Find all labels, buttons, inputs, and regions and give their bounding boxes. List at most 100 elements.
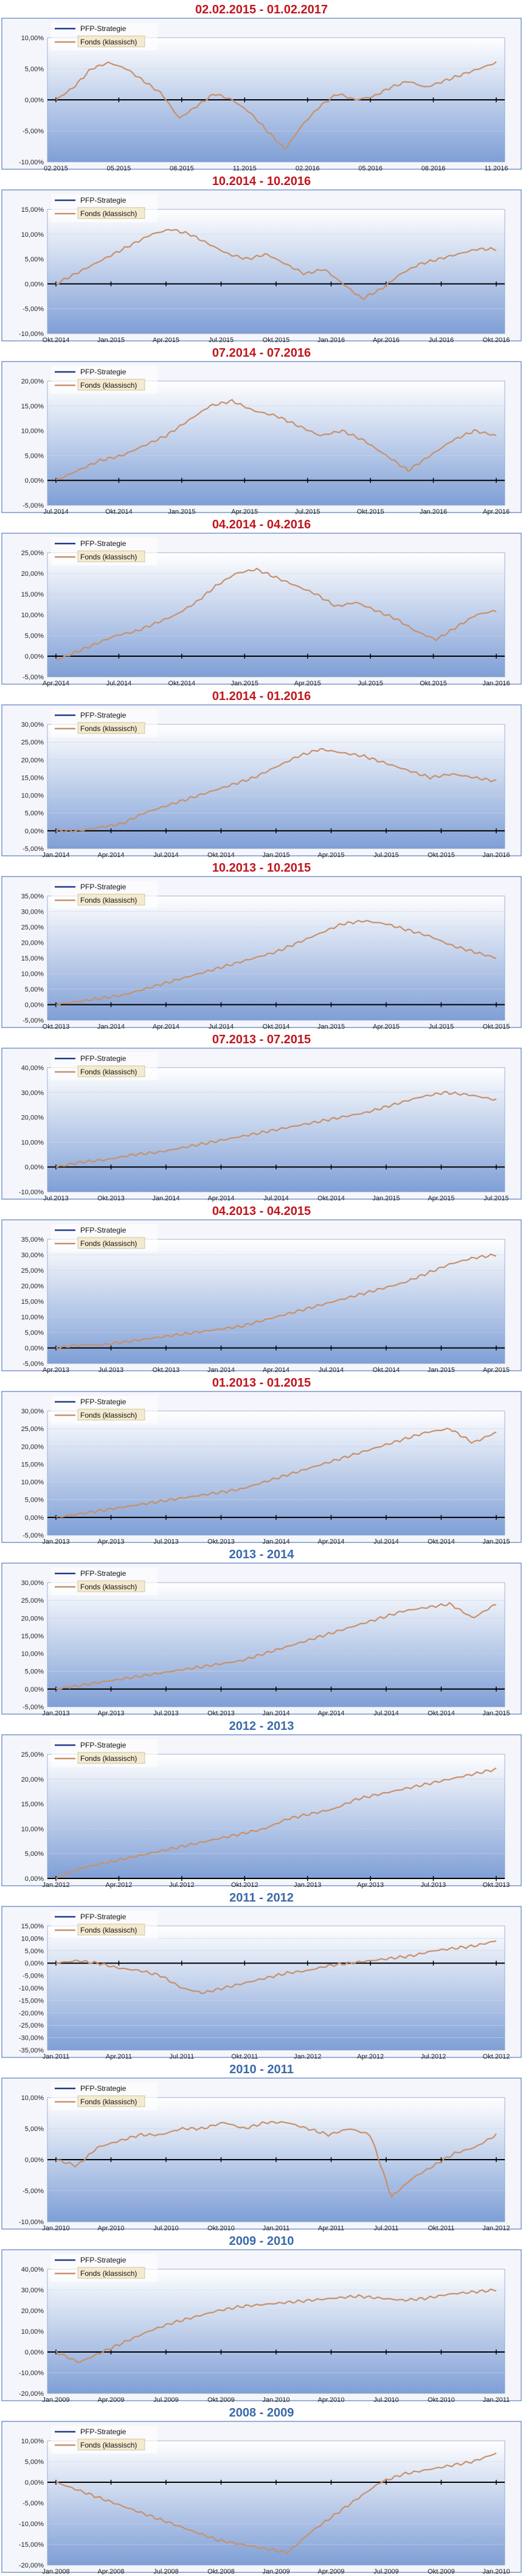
x-tick-label: Jan.2012 <box>42 1881 69 1889</box>
y-tick-label: 0,00% <box>25 2479 44 2487</box>
x-tick-label: Jan.2016 <box>420 508 447 516</box>
legend-label-strategie: PFP-Strategie <box>80 711 126 719</box>
chart-title: 07.2013 - 07.2015 <box>212 1033 311 1046</box>
x-tick-label: Apr.2013 <box>97 1710 124 1717</box>
y-tick-label: 15,00% <box>21 955 44 962</box>
y-tick-label: -10,00% <box>19 2219 44 2226</box>
legend-label-fonds: Fonds (klassisch) <box>80 896 137 905</box>
x-tick-label: Okt.2011 <box>428 2225 455 2232</box>
x-tick-label: Jan.2015 <box>262 852 289 859</box>
x-tick-label: Okt.2015 <box>420 680 447 687</box>
plot-area <box>47 1754 505 1879</box>
chart-panel-6: 10.2013 - 10.2015 35,00% 30,00% 25,00% 20,00… <box>1 861 522 1031</box>
y-tick-label: 15,00% <box>21 1298 44 1306</box>
y-tick-label: 0,00% <box>25 1345 44 1353</box>
x-tick-label: Apr.2011 <box>106 2053 132 2060</box>
chart-panel-10: 2013 - 2014 30,00% 25,00% 20,00% 15,00% 10,00… <box>1 1548 522 1717</box>
x-tick-label: 05.2015 <box>107 165 131 172</box>
x-tick-label: Jul.2015 <box>483 1195 509 1202</box>
x-tick-label: Apr.2011 <box>318 2225 344 2232</box>
x-tick-label: 11.2016 <box>485 165 508 172</box>
x-tick-label: Jan.2014 <box>97 1023 125 1031</box>
x-tick-label: Jul.2015 <box>429 1023 454 1031</box>
y-tick-label: 20,00% <box>21 757 44 764</box>
legend-label-fonds: Fonds (klassisch) <box>80 2269 137 2278</box>
legend-label-fonds: Fonds (klassisch) <box>80 38 137 46</box>
y-tick-label: 20,00% <box>21 940 44 947</box>
legend: PFP-Strategie Fonds (klassisch) <box>51 1224 158 1252</box>
y-tick-label: -5,00% <box>23 1532 44 1539</box>
series-line-fonds <box>55 1091 497 1168</box>
legend-label-strategie: PFP-Strategie <box>80 1913 126 1921</box>
y-tick-label: 15,00% <box>21 206 44 214</box>
y-tick-label: 5,00% <box>25 986 44 993</box>
y-tick-label: 15,00% <box>21 1923 44 1930</box>
legend-label-bg <box>77 1752 145 1764</box>
legend-label-fonds: Fonds (klassisch) <box>80 1239 137 1248</box>
y-tick-label: 10,00% <box>21 2438 44 2445</box>
chart-title: 2012 - 2013 <box>229 1720 294 1733</box>
x-tick-label: Jan.2014 <box>262 1538 289 1545</box>
x-tick-label: Okt.2013 <box>153 1367 180 1374</box>
x-tick-label: Jan.2015 <box>482 1538 510 1545</box>
y-tick-label: -5,00% <box>23 306 44 313</box>
legend-label-fonds: Fonds (klassisch) <box>80 724 137 733</box>
x-tick-label: Okt.2009 <box>207 2396 235 2404</box>
y-tick-label: 10,00% <box>21 1935 44 1942</box>
chart-title: 10.2013 - 10.2015 <box>212 861 311 875</box>
chart-title: 2011 - 2012 <box>229 1891 294 1905</box>
legend: PFP-Strategie Fonds (klassisch) <box>51 194 158 222</box>
y-tick-label: 10,00% <box>21 231 44 239</box>
y-tick-label: -5,00% <box>23 502 44 509</box>
x-tick-label: Okt.2014 <box>168 680 196 687</box>
y-tick-label: 5,00% <box>25 452 44 460</box>
y-tick-label: 30,00% <box>21 1408 44 1415</box>
y-tick-label: 30,00% <box>21 909 44 916</box>
chart-panel-14: 2009 - 2010 40,00% 30,00% 20,00% 10,00% 0,00%… <box>1 2235 522 2404</box>
legend-label-bg <box>77 1409 145 1421</box>
y-tick-label: 25,00% <box>21 1426 44 1433</box>
series-line-fonds <box>55 1601 497 1690</box>
x-tick-label: Okt.2010 <box>428 2396 455 2404</box>
series-line-fonds <box>56 919 497 1006</box>
y-tick-label: 0,00% <box>25 828 44 835</box>
x-tick-label: Apr.2015 <box>294 680 321 687</box>
chart-panel-3: 07.2014 - 07.2016 20,00% 15,00% 10,00% 5,00%… <box>1 346 522 516</box>
x-tick-label: Jul.2016 <box>429 337 454 344</box>
x-tick-label: Jul.2014 <box>43 508 69 516</box>
x-tick-label: Okt.2014 <box>263 1023 290 1031</box>
legend-label-bg <box>77 550 145 562</box>
y-tick-label: 20,00% <box>21 378 44 385</box>
x-tick-label: Okt.2014 <box>428 1538 455 1545</box>
x-tick-label: Jul.2012 <box>169 1881 195 1889</box>
legend: PFP-Strategie Fonds (klassisch) <box>51 366 158 394</box>
y-tick-label: -5,00% <box>23 845 44 853</box>
x-tick-label: Jul.2009 <box>153 2396 179 2404</box>
x-tick-label: Okt.2013 <box>483 1881 510 1889</box>
legend-label-strategie: PFP-Strategie <box>80 1226 126 1234</box>
legend-label-strategie: PFP-Strategie <box>80 24 126 33</box>
y-tick-label: 5,00% <box>25 1329 44 1337</box>
x-tick-label: Jul.2013 <box>153 1710 179 1717</box>
x-tick-label: Apr.2016 <box>373 337 400 344</box>
chart-panel-15: 2008 - 2009 10,00% 5,00% 0,00% -5,00% -10,00%… <box>1 2406 522 2575</box>
chart-panel-5: 01.2014 - 01.2016 30,00% 25,00% 20,00% 15,00… <box>1 690 522 859</box>
legend-label-strategie: PFP-Strategie <box>80 2427 126 2436</box>
legend: PFP-Strategie Fonds (klassisch) <box>51 881 158 909</box>
legend-label-fonds: Fonds (klassisch) <box>80 2441 137 2449</box>
x-tick-label: Jul.2014 <box>106 680 132 687</box>
y-tick-label: 20,00% <box>21 2308 44 2315</box>
y-tick-label: 0,00% <box>25 2349 44 2356</box>
legend-label-strategie: PFP-Strategie <box>80 1741 126 1749</box>
chart-panel-8: 04.2013 - 04.2015 35,00% 30,00% 25,00% 20,00… <box>1 1205 522 1374</box>
x-tick-label: Apr.2015 <box>317 852 344 859</box>
y-tick-label: 0,00% <box>25 1002 44 1009</box>
x-tick-label: Jan.2014 <box>262 1710 289 1717</box>
legend: PFP-Strategie Fonds (klassisch) <box>51 2254 158 2282</box>
series-line-fonds <box>55 567 497 661</box>
x-tick-label: Okt.2009 <box>428 2568 455 2575</box>
y-tick-label: -5,00% <box>23 1017 44 1024</box>
legend: PFP-Strategie Fonds (klassisch) <box>51 1739 158 1767</box>
x-tick-label: Okt.2014 <box>428 1710 455 1717</box>
